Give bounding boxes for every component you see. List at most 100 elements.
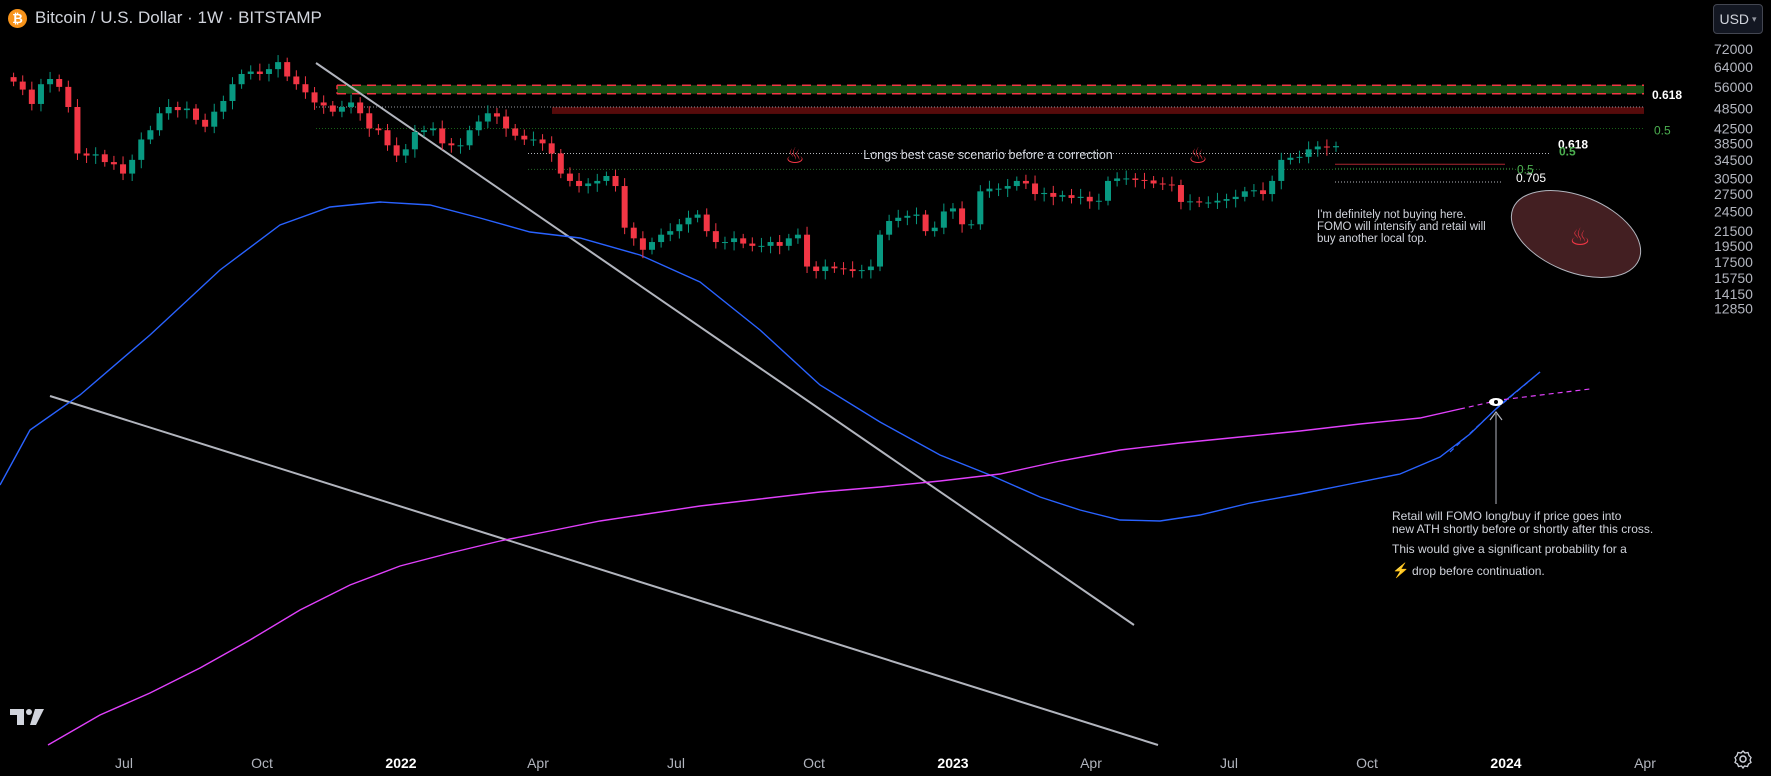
candle[interactable]	[357, 102, 364, 114]
candle[interactable]	[658, 234, 665, 243]
candle[interactable]	[1013, 180, 1020, 187]
candle[interactable]	[56, 79, 63, 87]
candle[interactable]	[1314, 146, 1321, 150]
candle[interactable]	[1159, 183, 1166, 185]
candle[interactable]	[758, 245, 765, 247]
currency-button[interactable]: USD ▾	[1713, 4, 1763, 34]
candle[interactable]	[311, 92, 318, 103]
candle[interactable]	[120, 164, 127, 174]
candle[interactable]	[922, 214, 929, 232]
candle[interactable]	[165, 107, 172, 114]
candle[interactable]	[676, 224, 683, 232]
ma-slow-line[interactable]	[47, 408, 1461, 746]
candle[interactable]	[1269, 180, 1276, 195]
candle[interactable]	[1032, 183, 1039, 195]
candle[interactable]	[931, 227, 938, 232]
candle[interactable]	[849, 269, 856, 272]
candle[interactable]	[302, 84, 309, 93]
candle[interactable]	[1004, 186, 1011, 189]
candle[interactable]	[1086, 196, 1093, 202]
candle[interactable]	[548, 143, 555, 154]
candle[interactable]	[484, 113, 491, 122]
candle[interactable]	[594, 180, 601, 184]
candle[interactable]	[220, 100, 227, 112]
candle[interactable]	[156, 113, 163, 131]
candle[interactable]	[585, 183, 592, 187]
candle[interactable]	[530, 139, 537, 141]
candle[interactable]	[19, 81, 26, 90]
candle[interactable]	[457, 145, 464, 147]
candle[interactable]	[649, 242, 655, 250]
candle[interactable]	[475, 121, 482, 131]
candle[interactable]	[202, 119, 209, 127]
candle[interactable]	[1260, 190, 1267, 195]
candle[interactable]	[320, 102, 327, 106]
candle[interactable]	[275, 62, 282, 70]
candle[interactable]	[439, 128, 446, 144]
candle[interactable]	[968, 224, 975, 226]
candle[interactable]	[685, 217, 692, 225]
candle[interactable]	[256, 71, 263, 74]
candle[interactable]	[1278, 159, 1285, 181]
candle[interactable]	[238, 73, 245, 85]
candle[interactable]	[421, 130, 427, 133]
candle[interactable]	[977, 191, 984, 225]
tradingview-logo[interactable]	[10, 707, 46, 727]
candle[interactable]	[338, 107, 345, 112]
candle[interactable]	[1132, 178, 1139, 180]
candle[interactable]	[1105, 180, 1111, 201]
candle[interactable]	[694, 214, 701, 218]
candle[interactable]	[65, 86, 72, 108]
candle[interactable]	[785, 238, 792, 246]
candle[interactable]	[493, 113, 500, 117]
candle[interactable]	[794, 234, 801, 239]
candle[interactable]	[1077, 196, 1084, 198]
candle[interactable]	[37, 84, 44, 104]
candle[interactable]	[1022, 180, 1029, 184]
candle[interactable]	[110, 162, 117, 165]
candle[interactable]	[448, 143, 455, 146]
candle[interactable]	[776, 242, 783, 246]
candle[interactable]	[703, 214, 710, 232]
candle[interactable]	[1214, 200, 1221, 203]
candle[interactable]	[147, 130, 154, 140]
candle[interactable]	[521, 135, 528, 140]
candle[interactable]	[293, 76, 300, 85]
candle[interactable]	[1050, 192, 1057, 197]
trendline-upper[interactable]	[315, 62, 1135, 626]
candle[interactable]	[1223, 199, 1230, 201]
candle[interactable]	[1305, 149, 1312, 157]
candle[interactable]	[138, 139, 145, 160]
candle[interactable]	[995, 188, 1002, 190]
candle[interactable]	[10, 77, 17, 82]
candle[interactable]	[877, 234, 883, 267]
candle[interactable]	[466, 130, 473, 146]
candle[interactable]	[1095, 200, 1102, 202]
candle[interactable]	[375, 128, 382, 131]
candle[interactable]	[284, 62, 291, 77]
candle[interactable]	[393, 145, 400, 156]
candle[interactable]	[822, 266, 829, 272]
candle[interactable]	[767, 242, 774, 246]
candle[interactable]	[731, 238, 738, 243]
settings-icon[interactable]	[1733, 749, 1753, 769]
candle[interactable]	[576, 180, 583, 187]
candle[interactable]	[1150, 180, 1157, 184]
candle[interactable]	[1205, 202, 1212, 204]
candle[interactable]	[1068, 195, 1075, 198]
sell-zone[interactable]	[552, 107, 1644, 114]
candle[interactable]	[840, 268, 847, 270]
candle[interactable]	[940, 211, 947, 228]
candle[interactable]	[639, 238, 646, 250]
candle[interactable]	[630, 227, 637, 239]
candle[interactable]	[1296, 156, 1303, 158]
long-zone[interactable]	[337, 85, 1644, 94]
candle[interactable]	[621, 186, 628, 228]
ma-fast-line[interactable]	[0, 201, 1541, 522]
candle[interactable]	[721, 242, 728, 244]
candle[interactable]	[28, 89, 35, 104]
candle[interactable]	[831, 266, 838, 269]
candle[interactable]	[92, 154, 99, 156]
candle[interactable]	[1177, 185, 1184, 202]
candle[interactable]	[1168, 184, 1175, 186]
